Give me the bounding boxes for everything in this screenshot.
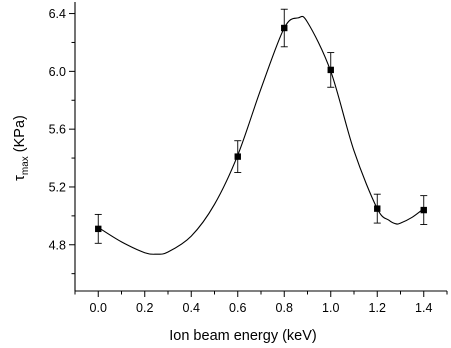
- plot-area: 0.0 0.2 0.4 0.6 0.8 1.0 1.2 1.4 4.8 5.2 5.6 6.0 6.4: [49, 2, 448, 315]
- data-point-group: [234, 140, 242, 173]
- x-tick-label: 0.6: [229, 301, 246, 315]
- y-axis-symbol: τ: [12, 175, 28, 181]
- y-axis-unit: (KPa): [12, 115, 28, 156]
- data-point-group: [280, 8, 288, 48]
- x-tick-label: 1.2: [369, 301, 386, 315]
- y-tick-label: 5.6: [49, 123, 66, 137]
- x-tick-label: 1.4: [415, 301, 432, 315]
- data-points: [94, 8, 428, 244]
- data-point: [95, 225, 102, 233]
- data-point: [420, 206, 427, 214]
- data-point: [234, 153, 241, 160]
- data-point-group: [94, 213, 102, 244]
- x-tick-label: 0.2: [136, 301, 153, 315]
- x-tick-label: 0.8: [276, 301, 293, 315]
- x-tick-label: 1.0: [322, 301, 339, 315]
- tick-labels: 0.0 0.2 0.4 0.6 0.8 1.0 1.2 1.4 4.8 5.2 5.6 6.0 6.4: [49, 7, 433, 315]
- x-tick-label: 0.4: [183, 301, 200, 315]
- data-point-group: [373, 193, 381, 224]
- data-point: [327, 66, 334, 74]
- y-tick-label: 6.4: [49, 7, 66, 21]
- data-point: [281, 24, 288, 32]
- x-axis-title: Ion beam energy (keV): [169, 328, 317, 344]
- x-tick-label: 0.0: [90, 301, 107, 315]
- axis-ticks: [69, 13, 448, 297]
- y-axis-subscript: max: [20, 156, 31, 175]
- y-axis-title: τmax (KPa): [12, 115, 31, 181]
- y-tick-label: 4.8: [49, 238, 66, 252]
- data-point: [374, 205, 381, 212]
- y-tick-label: 6.0: [49, 65, 66, 79]
- data-point-group: [327, 52, 335, 88]
- y-tick-label: 5.2: [49, 180, 66, 194]
- fit-curve: [97, 15, 425, 255]
- data-point-group: [420, 195, 428, 225]
